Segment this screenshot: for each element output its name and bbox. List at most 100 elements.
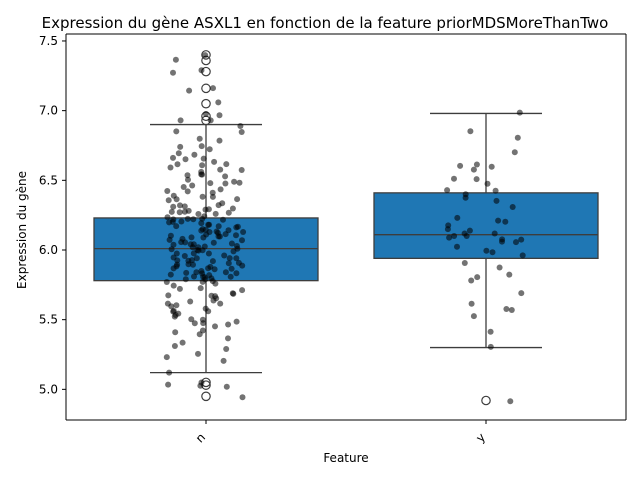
- data-point-n-50: [173, 196, 180, 203]
- data-point-n-122: [205, 250, 212, 257]
- data-point-n-12: [173, 128, 180, 135]
- data-point-n-52: [165, 197, 172, 204]
- data-point-y-18: [502, 218, 509, 225]
- data-point-y-15: [493, 197, 500, 204]
- data-point-y-14: [462, 194, 469, 201]
- data-point-n-13: [238, 129, 245, 135]
- data-point-n-188: [188, 316, 195, 323]
- data-point-n-115: [168, 246, 175, 253]
- data-point-n-95: [233, 232, 239, 239]
- data-point-n-102: [239, 237, 245, 244]
- data-point-n-69: [164, 214, 171, 221]
- outlier-marker-n-9: [201, 391, 211, 402]
- data-point-n-191: [191, 320, 198, 327]
- data-point-y-43: [508, 307, 515, 313]
- data-point-n-51: [234, 196, 241, 203]
- data-point-n-128: [226, 255, 233, 262]
- data-point-n-16: [177, 143, 184, 150]
- data-point-n-81: [173, 223, 180, 230]
- data-point-n-144: [211, 266, 218, 273]
- data-point-n-131: [209, 258, 216, 265]
- data-point-n-182: [205, 308, 212, 315]
- data-point-n-80: [205, 221, 212, 228]
- data-point-y-10: [484, 180, 491, 187]
- y-tick-label-2: 6.0: [39, 243, 58, 257]
- outlier-marker-n-4: [201, 98, 211, 109]
- data-point-n-145: [170, 265, 177, 272]
- data-point-n-175: [187, 298, 194, 305]
- data-point-n-165: [170, 282, 177, 289]
- data-point-n-133: [189, 257, 195, 264]
- data-point-n-5: [186, 87, 193, 94]
- data-point-n-42: [180, 184, 187, 190]
- data-point-y-4: [473, 161, 480, 168]
- data-point-n-209: [223, 383, 230, 390]
- data-point-n-66: [212, 210, 219, 217]
- data-point-y-35: [519, 252, 526, 259]
- data-point-y-19: [495, 217, 502, 224]
- data-point-y-32: [454, 243, 460, 250]
- data-point-n-64: [225, 209, 232, 216]
- data-point-n-18: [206, 146, 213, 153]
- data-point-n-40: [207, 180, 214, 187]
- data-point-y-37: [496, 264, 503, 271]
- data-point-n-11: [237, 123, 244, 129]
- data-point-n-151: [183, 269, 190, 276]
- y-tick-label-5: 7.5: [39, 34, 58, 48]
- data-point-n-198: [225, 335, 231, 342]
- data-point-n-30: [238, 167, 245, 173]
- data-point-y-39: [474, 274, 481, 281]
- data-point-n-210: [239, 394, 246, 401]
- data-point-n-48: [199, 193, 206, 200]
- data-point-n-125: [181, 253, 188, 259]
- data-point-n-82: [215, 223, 222, 230]
- data-point-y-17: [454, 214, 461, 221]
- data-point-n-2: [198, 67, 205, 74]
- data-point-n-103: [166, 236, 173, 243]
- data-point-n-197: [196, 331, 203, 338]
- data-point-y-36: [461, 260, 468, 266]
- data-point-n-6: [215, 99, 222, 106]
- data-point-y-34: [489, 249, 496, 256]
- chart-title: Expression du gène ASXL1 en fonction de …: [42, 14, 609, 32]
- data-point-n-101: [188, 234, 195, 241]
- data-point-n-190: [233, 318, 240, 325]
- data-point-n-65: [176, 209, 183, 216]
- data-point-n-150: [233, 270, 240, 277]
- data-point-n-200: [171, 343, 178, 349]
- data-point-n-1: [172, 56, 179, 63]
- data-point-y-47: [487, 343, 494, 350]
- data-point-n-63: [181, 208, 188, 215]
- data-point-n-85: [233, 224, 240, 231]
- data-point-y-33: [483, 247, 490, 254]
- data-point-n-73: [184, 215, 191, 222]
- data-point-n-72: [220, 216, 226, 223]
- data-point-n-111: [170, 241, 177, 248]
- data-point-n-35: [222, 173, 229, 180]
- data-point-n-147: [222, 269, 229, 276]
- data-point-n-41: [189, 182, 196, 189]
- data-point-y-25: [463, 233, 470, 239]
- data-point-n-201: [223, 346, 230, 352]
- data-point-n-57: [170, 203, 177, 210]
- data-point-n-207: [165, 381, 172, 388]
- x-axis-label: Feature: [323, 451, 368, 465]
- data-point-n-108: [228, 240, 235, 247]
- data-point-y-26: [451, 233, 458, 239]
- data-point-n-15: [216, 137, 223, 144]
- data-point-n-196: [172, 329, 179, 336]
- data-point-y-8: [451, 175, 457, 182]
- data-point-n-187: [171, 313, 178, 320]
- data-point-n-99: [216, 233, 223, 240]
- outlier-marker-n-0: [201, 50, 211, 60]
- data-point-y-12: [492, 187, 499, 194]
- x-tick-label-n: n: [193, 430, 208, 445]
- data-point-n-28: [167, 164, 174, 171]
- data-point-n-124: [221, 252, 228, 259]
- data-point-y-0: [516, 109, 523, 116]
- data-point-n-167: [239, 287, 246, 294]
- data-point-n-93: [222, 231, 229, 238]
- data-point-n-114: [189, 244, 196, 251]
- data-point-n-152: [167, 271, 174, 278]
